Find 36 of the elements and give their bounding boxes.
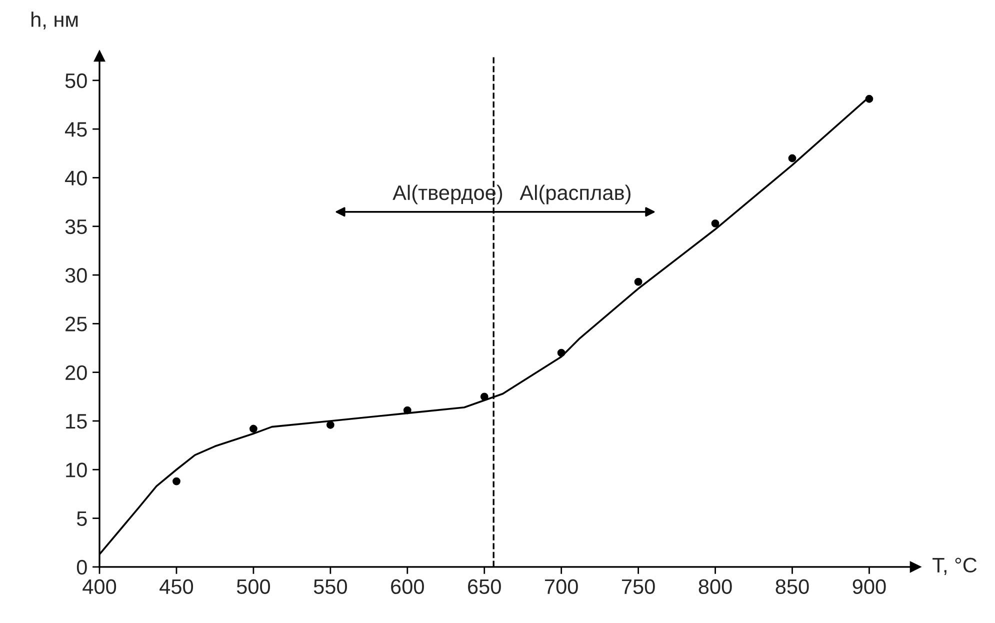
x-tick-label: 850 [776,579,809,594]
x-tick-label: 900 [852,579,886,594]
point [865,94,874,103]
y-tick-label: 5 [76,511,87,526]
y-tick-label: 10 [66,462,87,478]
point [480,392,488,401]
y-tick-label: 50 [65,73,87,88]
y-tick-label: 45 [65,122,87,137]
x-tick-label: 650 [468,579,501,594]
y-tick-label: 35 [65,219,87,234]
y-tick-label: 20 [66,365,87,380]
y-tick-label: 40 [65,170,87,186]
y-tick-label: 15 [66,414,87,429]
x-tick-label: 800 [698,579,732,594]
point [634,278,642,286]
x-axis-title: T, °C [932,558,977,575]
point [403,406,412,414]
point [172,477,180,486]
point [249,424,258,433]
x-tick-label: 400 [82,579,116,594]
x-tick-label: 750 [622,579,655,594]
x-tick-label: 600 [391,579,424,594]
annotation: Al(расплав) [520,184,630,204]
x-tick-label: 500 [236,579,270,594]
y-axis-title: h, нм [32,12,78,30]
x-tick-label: 550 [314,579,347,594]
x-tick-label: 700 [545,579,578,594]
point [326,420,334,429]
point [788,154,796,162]
point [557,348,566,357]
point [711,219,720,228]
y-tick-label: 30 [65,268,87,283]
y-tick-label: 25 [66,316,87,332]
y-tick-label: 0 [76,560,87,575]
annotation: Al(твердое) [392,184,502,204]
x-tick-label: 450 [160,579,194,594]
